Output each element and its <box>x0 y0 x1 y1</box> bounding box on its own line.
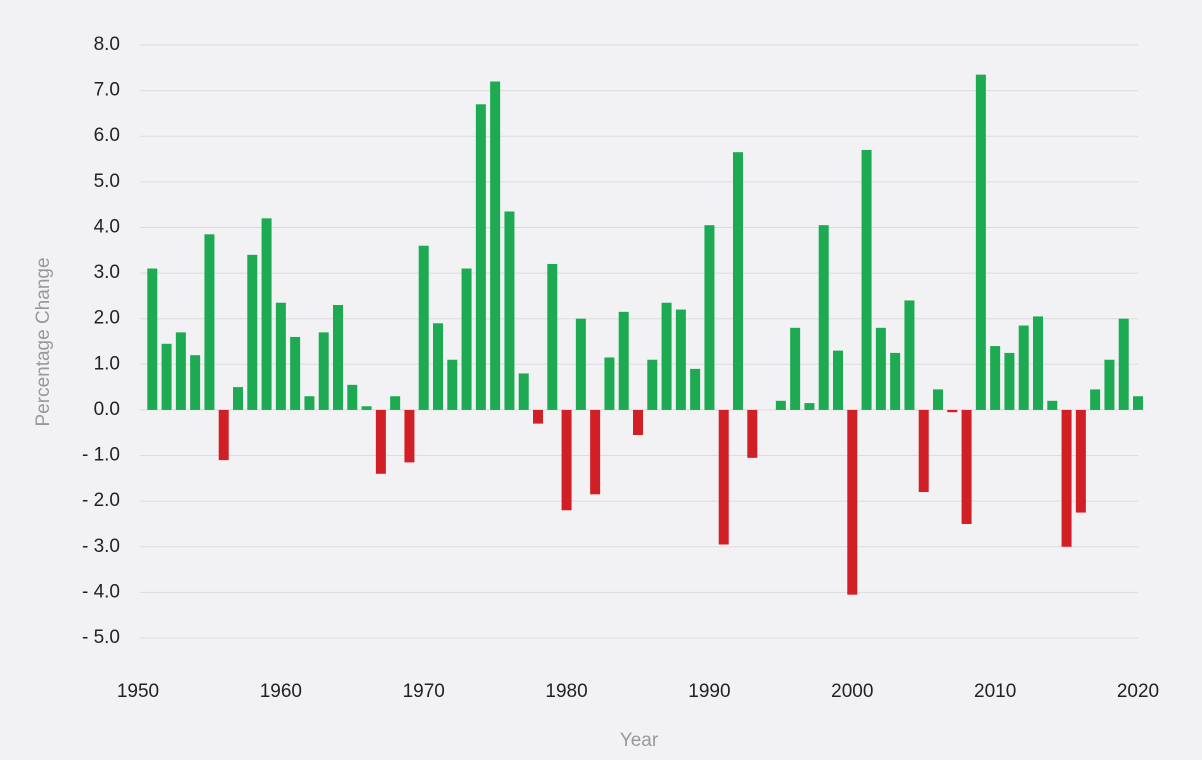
x-tick-label: 1950 <box>117 681 159 702</box>
bar <box>747 409 758 458</box>
bar <box>918 409 929 493</box>
bar <box>533 409 543 424</box>
x-tick-label: 2000 <box>831 681 873 702</box>
bar <box>504 211 515 410</box>
bar <box>975 74 986 410</box>
x-axis-label: Year <box>620 730 659 751</box>
bar <box>647 359 658 410</box>
bar <box>290 336 301 410</box>
bar <box>375 409 386 474</box>
y-tick-label: 0.0 <box>94 399 120 420</box>
bar <box>547 263 558 410</box>
bar <box>875 327 886 410</box>
bar <box>790 327 801 410</box>
bar <box>847 409 858 595</box>
y-tick-label: - 5.0 <box>82 627 120 648</box>
bar <box>475 104 486 410</box>
bar <box>618 311 629 410</box>
bar <box>461 268 472 410</box>
x-tick-label: 2020 <box>1117 681 1159 702</box>
y-tick-label: - 1.0 <box>82 445 120 466</box>
bar <box>1061 409 1072 547</box>
bar <box>561 409 572 511</box>
bar <box>575 318 586 410</box>
bar <box>947 409 958 413</box>
bar <box>1018 325 1029 410</box>
bar <box>1090 389 1101 410</box>
y-tick-label: 4.0 <box>94 216 120 237</box>
bar <box>275 302 286 410</box>
bar <box>1075 409 1086 513</box>
bar <box>175 332 186 410</box>
y-tick-label: - 2.0 <box>82 490 120 511</box>
bar <box>147 268 158 410</box>
bar <box>1104 359 1115 410</box>
bar <box>490 81 501 410</box>
y-tick-label: 2.0 <box>94 308 120 329</box>
bar <box>361 406 372 410</box>
bar <box>218 409 229 461</box>
bar <box>904 300 915 410</box>
y-tick-label: - 4.0 <box>82 581 120 602</box>
bar <box>190 355 201 410</box>
bar <box>304 396 315 410</box>
bar <box>318 332 329 410</box>
bar <box>775 400 786 410</box>
y-tick-label: 6.0 <box>94 125 120 146</box>
bar <box>404 409 415 463</box>
bar <box>818 225 829 410</box>
y-tick-label: 7.0 <box>94 80 120 101</box>
x-tick-label: 2010 <box>974 681 1016 702</box>
y-tick-label: 5.0 <box>94 171 120 192</box>
y-tick-label: 1.0 <box>94 353 120 374</box>
bar <box>890 352 901 410</box>
bar <box>247 254 258 410</box>
bar <box>804 403 815 410</box>
bar <box>690 368 701 410</box>
bar <box>718 409 729 545</box>
bar <box>675 309 686 410</box>
bar <box>1118 318 1129 410</box>
y-tick-label: 8.0 <box>94 34 120 55</box>
y-tick-label: 3.0 <box>94 262 120 283</box>
bar <box>1047 400 1058 410</box>
bar <box>161 343 172 410</box>
x-tick-label: 1980 <box>545 681 587 702</box>
bar <box>633 409 643 436</box>
bar <box>1033 316 1043 410</box>
bar <box>990 346 1001 410</box>
x-tick-label: 1970 <box>403 681 445 702</box>
bar <box>233 387 243 410</box>
bar <box>347 384 358 410</box>
bar <box>333 305 343 410</box>
bar <box>833 350 843 410</box>
bar <box>961 409 972 524</box>
bar <box>418 245 429 410</box>
bar <box>661 302 672 410</box>
bar <box>204 234 215 410</box>
bar <box>933 389 943 410</box>
bar <box>390 396 401 410</box>
x-tick-label: 1990 <box>688 681 730 702</box>
bar <box>1133 396 1143 410</box>
bar <box>704 225 715 410</box>
bar <box>1004 352 1015 410</box>
y-tick-label: - 3.0 <box>82 536 120 557</box>
bar <box>861 149 872 410</box>
bar <box>433 323 443 410</box>
bar <box>447 359 458 410</box>
bar <box>604 357 615 410</box>
bar <box>733 152 743 410</box>
bar <box>518 373 529 410</box>
y-axis-label: Percentage Change <box>33 257 54 426</box>
bar <box>590 409 601 495</box>
x-tick-label: 1960 <box>260 681 302 702</box>
bar <box>261 218 272 410</box>
